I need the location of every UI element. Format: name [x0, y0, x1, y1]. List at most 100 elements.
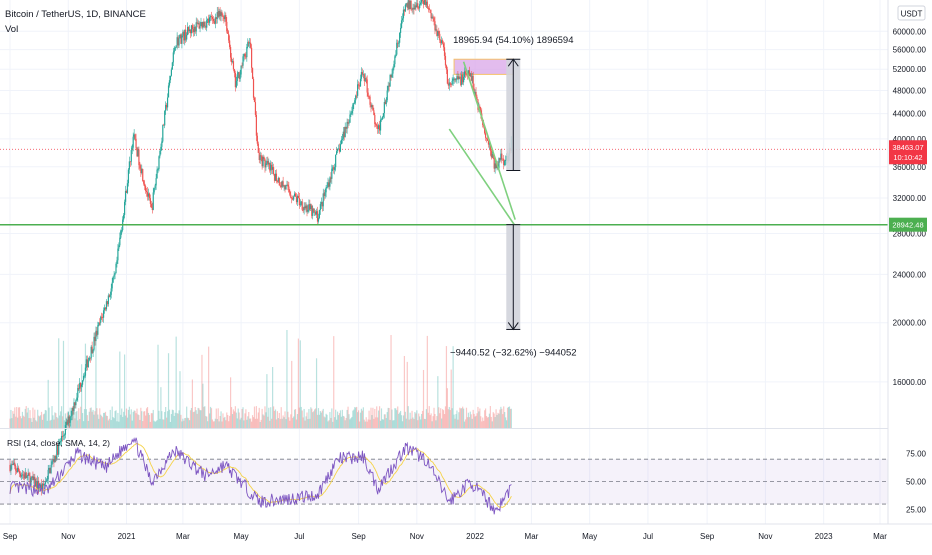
candle-body [319, 204, 321, 211]
volume-bar [25, 406, 27, 428]
volume-bar [366, 421, 368, 428]
wedge-trendline[interactable] [462, 61, 516, 220]
volume-bar [274, 409, 277, 428]
volume-bar [50, 419, 52, 428]
candle-body [488, 143, 491, 145]
candle-body [367, 92, 369, 97]
volume-bar [143, 411, 145, 428]
volume-bar [494, 417, 496, 428]
volume-bar [273, 410, 276, 428]
volume-bar [51, 406, 53, 428]
currency-button[interactable] [897, 5, 926, 21]
volume-bar [10, 409, 12, 428]
candle-body [469, 73, 471, 76]
candle-body [339, 144, 342, 152]
candle-body [317, 218, 320, 222]
volume-bar [262, 414, 264, 428]
volume-bar [393, 420, 395, 428]
candle-body [357, 84, 360, 86]
volume-bar [293, 409, 296, 428]
volume-bar [292, 417, 294, 428]
volume-bar [505, 417, 507, 428]
time-tick-label: Sep [351, 532, 366, 541]
volume-bar [102, 417, 104, 428]
volume-bar [151, 413, 153, 428]
volume-bar [200, 410, 202, 428]
candle-body [66, 421, 68, 425]
candle-body [20, 475, 23, 477]
volume-bar [463, 408, 465, 428]
candle-body [354, 100, 356, 103]
volume-bar [203, 406, 205, 428]
candle-body [353, 102, 355, 105]
volume-bar [423, 418, 426, 428]
volume-bar [467, 412, 469, 428]
volume-bar [87, 420, 89, 428]
price-axis[interactable] [888, 0, 932, 524]
candle-body [51, 461, 53, 465]
support-price-value: 28942.48 [892, 221, 923, 230]
candle-body [299, 204, 301, 206]
volume-bar [44, 409, 46, 428]
volume-bar [89, 408, 91, 428]
symbol-title[interactable]: Bitcoin / TetherUS, 1D, BINANCE [5, 9, 146, 20]
candle-body [119, 237, 121, 246]
candle-body [48, 468, 50, 470]
volume-bar [260, 419, 262, 428]
volume-bar [216, 418, 218, 428]
volume-bar [318, 414, 321, 428]
candle-body [421, 0, 423, 3]
candle-body [332, 167, 334, 169]
volume-bar [61, 416, 64, 428]
volume-bar [117, 412, 119, 428]
candle-body [176, 37, 178, 46]
volume-label[interactable]: Vol [5, 24, 18, 35]
volume-bar [121, 408, 123, 428]
candle-body [76, 397, 78, 401]
candle-body [125, 190, 128, 193]
candle-body [142, 169, 144, 182]
volume-bar [142, 421, 144, 428]
candle-body [49, 468, 51, 474]
time-tick-label: Nov [410, 532, 424, 541]
currency-button-label[interactable]: USDT [901, 10, 923, 19]
volume-bar [113, 418, 115, 428]
volume-bar [404, 411, 406, 428]
volume-bar [139, 419, 141, 428]
pane-divider[interactable] [0, 428, 888, 429]
volume-bar [166, 417, 168, 428]
candle-body [158, 156, 160, 170]
volume-bar [457, 419, 459, 428]
volume-bar [48, 407, 50, 428]
volume-bar [406, 361, 408, 428]
time-axis[interactable]: Sep Nov 2021 Mar May Jul Sep Nov 2022 Mar May Jul Se… [3, 532, 887, 541]
volume-bar [400, 415, 403, 428]
volume-bar [327, 421, 329, 428]
volume-bar [499, 409, 501, 428]
volume-bar [304, 420, 306, 428]
candle-body [35, 481, 37, 487]
candle-body [443, 47, 446, 56]
volume-bar [21, 411, 24, 428]
wedge-trendline[interactable] [448, 128, 516, 227]
candle-body [238, 72, 240, 79]
volume-bar [417, 420, 419, 428]
volume-bar [282, 415, 284, 428]
candle-body [241, 65, 243, 67]
measure-up-arrowhead [507, 58, 519, 67]
volume-bar [194, 407, 196, 428]
candle-body [255, 114, 257, 136]
candle-body [133, 134, 135, 137]
candle-body [417, 3, 419, 8]
candle-body [360, 72, 363, 79]
candle-body [26, 475, 28, 478]
time-tick-label: 2022 [466, 532, 484, 541]
candle-body [178, 38, 180, 46]
rsi-indicator-title[interactable]: RSI (14, close, SMA, 14, 2) [7, 438, 110, 448]
candle-body [124, 190, 127, 202]
candle-body [28, 473, 30, 476]
candle-body [112, 276, 114, 283]
candle-body [423, 0, 426, 5]
candle-body [9, 464, 11, 471]
